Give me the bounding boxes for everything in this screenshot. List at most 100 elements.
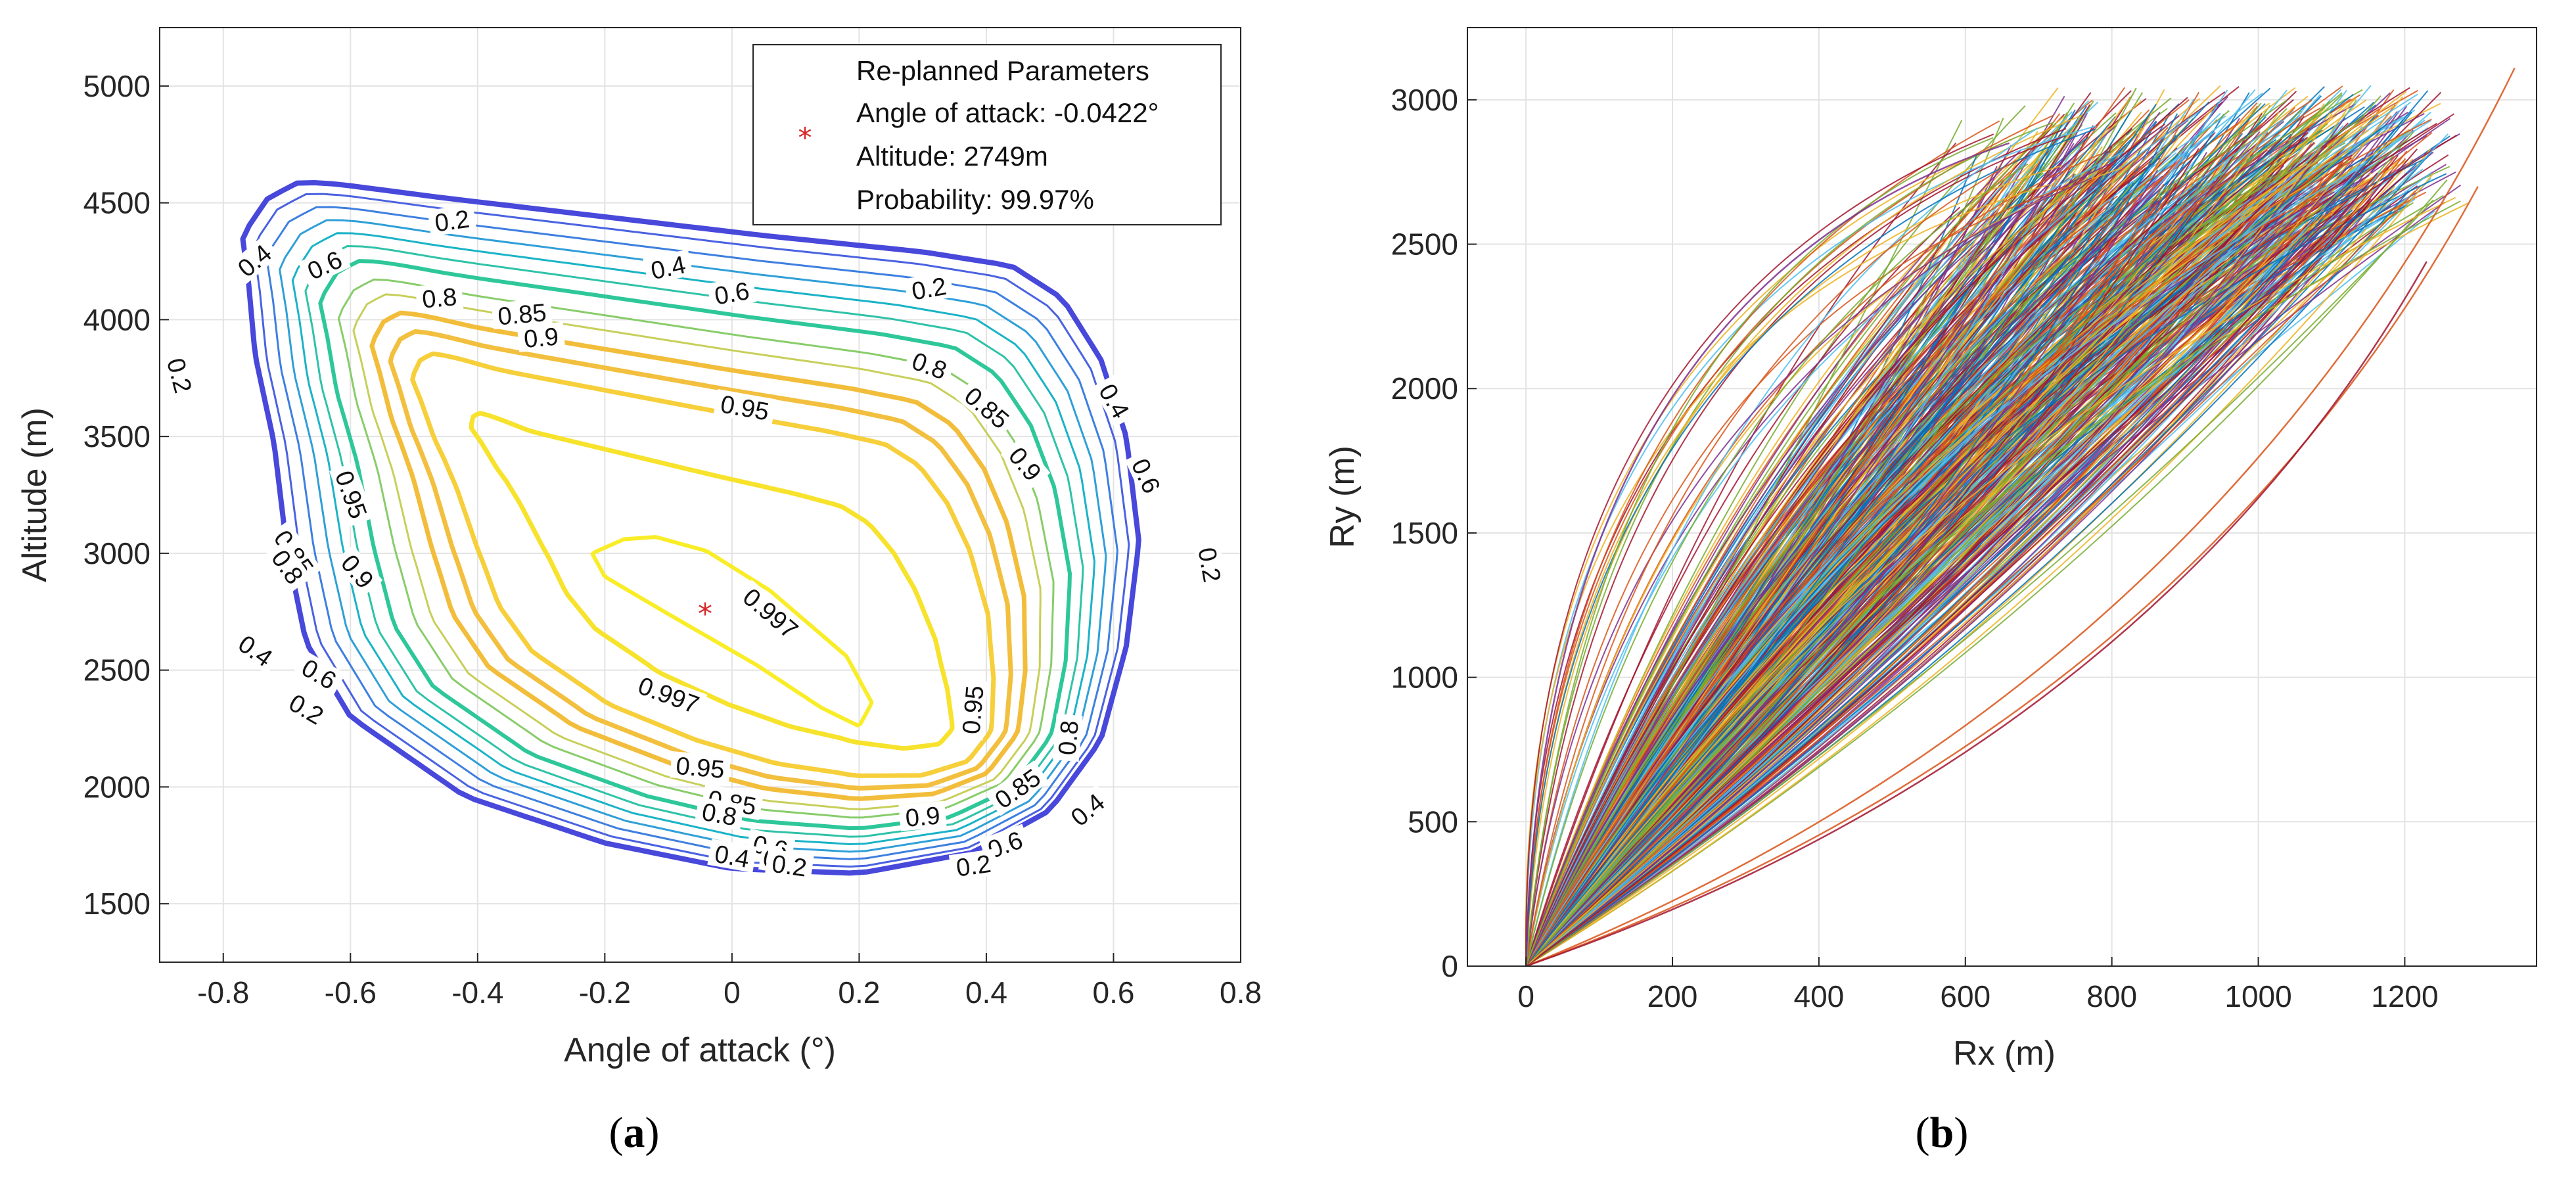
trajectory bbox=[1525, 159, 2017, 967]
contour-label-bg bbox=[1000, 437, 1051, 490]
trajectory bbox=[1525, 124, 2386, 967]
trajectory bbox=[1525, 172, 2434, 967]
trajectory bbox=[1525, 124, 2165, 967]
x-tick-label: 0 bbox=[724, 975, 741, 1009]
trajectory bbox=[1525, 87, 2126, 967]
trajectory bbox=[1525, 158, 2406, 967]
x-tick-label: 600 bbox=[1940, 979, 1990, 1013]
contour-label: 0.8 bbox=[415, 282, 464, 314]
contour-label-bg bbox=[706, 275, 757, 310]
trajectory bbox=[1525, 177, 2092, 967]
contour-label: 0.4 bbox=[707, 839, 758, 873]
trajectory bbox=[1525, 152, 2123, 967]
trajectory bbox=[1525, 131, 2215, 967]
contour-label-text: 0.2 bbox=[909, 273, 948, 306]
panel-b-caption: (b) bbox=[1916, 1109, 1969, 1157]
caption-b-letter: b bbox=[1930, 1109, 1954, 1157]
contour-label-bg bbox=[415, 282, 464, 313]
trajectory bbox=[1525, 186, 2479, 967]
contour-0.4 bbox=[291, 232, 1095, 845]
ticks-a: -0.8 -0.6 -0.4 -0.2 0 0.2 0.4 0.6 0.8 1500 2000 250… bbox=[83, 69, 1262, 1009]
y-tick-label: 5000 bbox=[83, 69, 150, 103]
contour-label-bg bbox=[898, 800, 947, 831]
contour-label-text: 0.95 bbox=[957, 684, 989, 735]
trajectory bbox=[1525, 123, 2238, 967]
trajectory bbox=[1525, 101, 2210, 967]
legend: Re-planned Parameters * Angle of attack:… bbox=[752, 44, 1222, 225]
trajectory bbox=[1525, 120, 1963, 967]
contour-0.5 bbox=[304, 245, 1084, 838]
panel-b-trajectory-chart: 0 200 400 600 800 1000 1200 0 500 1000 1500 2000 250… bbox=[1323, 27, 2537, 1157]
contour-label: 0.2 bbox=[1192, 540, 1228, 590]
contour-label-bg bbox=[904, 271, 954, 306]
contour-label-text: 0.6 bbox=[712, 277, 751, 311]
trajectory bbox=[1525, 67, 2516, 967]
trajectory bbox=[1525, 91, 2226, 967]
y-tick-label: 3500 bbox=[83, 419, 150, 453]
contour-0.1 bbox=[252, 193, 1130, 868]
y-tick-label: 2000 bbox=[83, 770, 150, 804]
contour-label-bg bbox=[228, 235, 281, 285]
contour-label: 0.9 bbox=[898, 800, 947, 833]
y-tick-label: 0 bbox=[1441, 949, 1458, 983]
trajectory bbox=[1525, 165, 2284, 967]
contour-label-bg bbox=[630, 670, 708, 720]
trajectory bbox=[1525, 145, 2328, 967]
contour-label-bg bbox=[292, 651, 346, 697]
contour-label-bg bbox=[643, 249, 694, 285]
trajectory bbox=[1525, 137, 2146, 967]
contour-label-bg bbox=[713, 389, 777, 426]
trajectory bbox=[1525, 149, 2081, 967]
contour-label-text: 0.95 bbox=[675, 753, 725, 784]
panel-a-caption: (a) bbox=[609, 1109, 660, 1157]
trajectory bbox=[1525, 85, 2221, 967]
contour-label: 0.95 bbox=[670, 751, 731, 784]
trajectory bbox=[1525, 128, 2096, 967]
contour-0.85 bbox=[388, 329, 1013, 791]
x-tick-label: 0.6 bbox=[1092, 975, 1134, 1009]
trajectory bbox=[1525, 110, 2201, 967]
contour-0.2 bbox=[265, 206, 1118, 860]
contour-label-bg bbox=[298, 243, 351, 287]
contour-label-bg bbox=[264, 540, 312, 593]
contour-label-bg bbox=[735, 580, 808, 647]
trajectory bbox=[1525, 142, 2010, 967]
trajectory bbox=[1525, 160, 2367, 967]
trajectory bbox=[1525, 163, 2308, 967]
trajectory bbox=[1525, 111, 2073, 967]
contour-label-bg bbox=[427, 204, 477, 237]
contour-label-bg bbox=[280, 685, 333, 732]
x-tick-label: -0.6 bbox=[325, 975, 377, 1009]
contour-label-bg bbox=[956, 679, 988, 741]
y-tick-label: 1500 bbox=[1391, 516, 1458, 550]
trajectory-lines bbox=[1525, 67, 2516, 967]
trajectory bbox=[1525, 131, 2309, 967]
contour-0.3 bbox=[279, 219, 1107, 853]
contour-label-bg bbox=[161, 350, 199, 402]
contour-label-bg bbox=[1124, 449, 1168, 502]
trajectory bbox=[1525, 183, 2050, 967]
trajectory bbox=[1525, 135, 2066, 967]
caption-a-letter: a bbox=[624, 1109, 645, 1157]
trajectory bbox=[1525, 91, 2407, 967]
contour-label-bg bbox=[955, 378, 1019, 437]
y-tick-label: 3000 bbox=[1391, 83, 1458, 117]
trajectory bbox=[1525, 142, 1957, 967]
trajectory bbox=[1525, 185, 2069, 967]
contour-label-bg bbox=[1193, 540, 1228, 590]
trajectory bbox=[1525, 205, 2391, 967]
replanned-marker: * bbox=[698, 597, 712, 631]
contour-0.8 bbox=[369, 310, 1028, 801]
trajectory bbox=[1525, 115, 2366, 967]
contour-label-bg bbox=[1052, 713, 1083, 762]
x-tick-label: 0 bbox=[1517, 979, 1534, 1013]
contour-label-bg bbox=[329, 462, 375, 527]
contour-0.7 bbox=[337, 278, 1055, 819]
contour-label-text: 0.9 bbox=[522, 323, 559, 354]
x-tick-label: 800 bbox=[2086, 979, 2137, 1013]
contour-label-text: 0.9 bbox=[904, 802, 941, 832]
trajectory bbox=[1525, 125, 2096, 967]
contour-label-bg bbox=[229, 626, 283, 675]
x-tick-label: 400 bbox=[1794, 979, 1845, 1013]
